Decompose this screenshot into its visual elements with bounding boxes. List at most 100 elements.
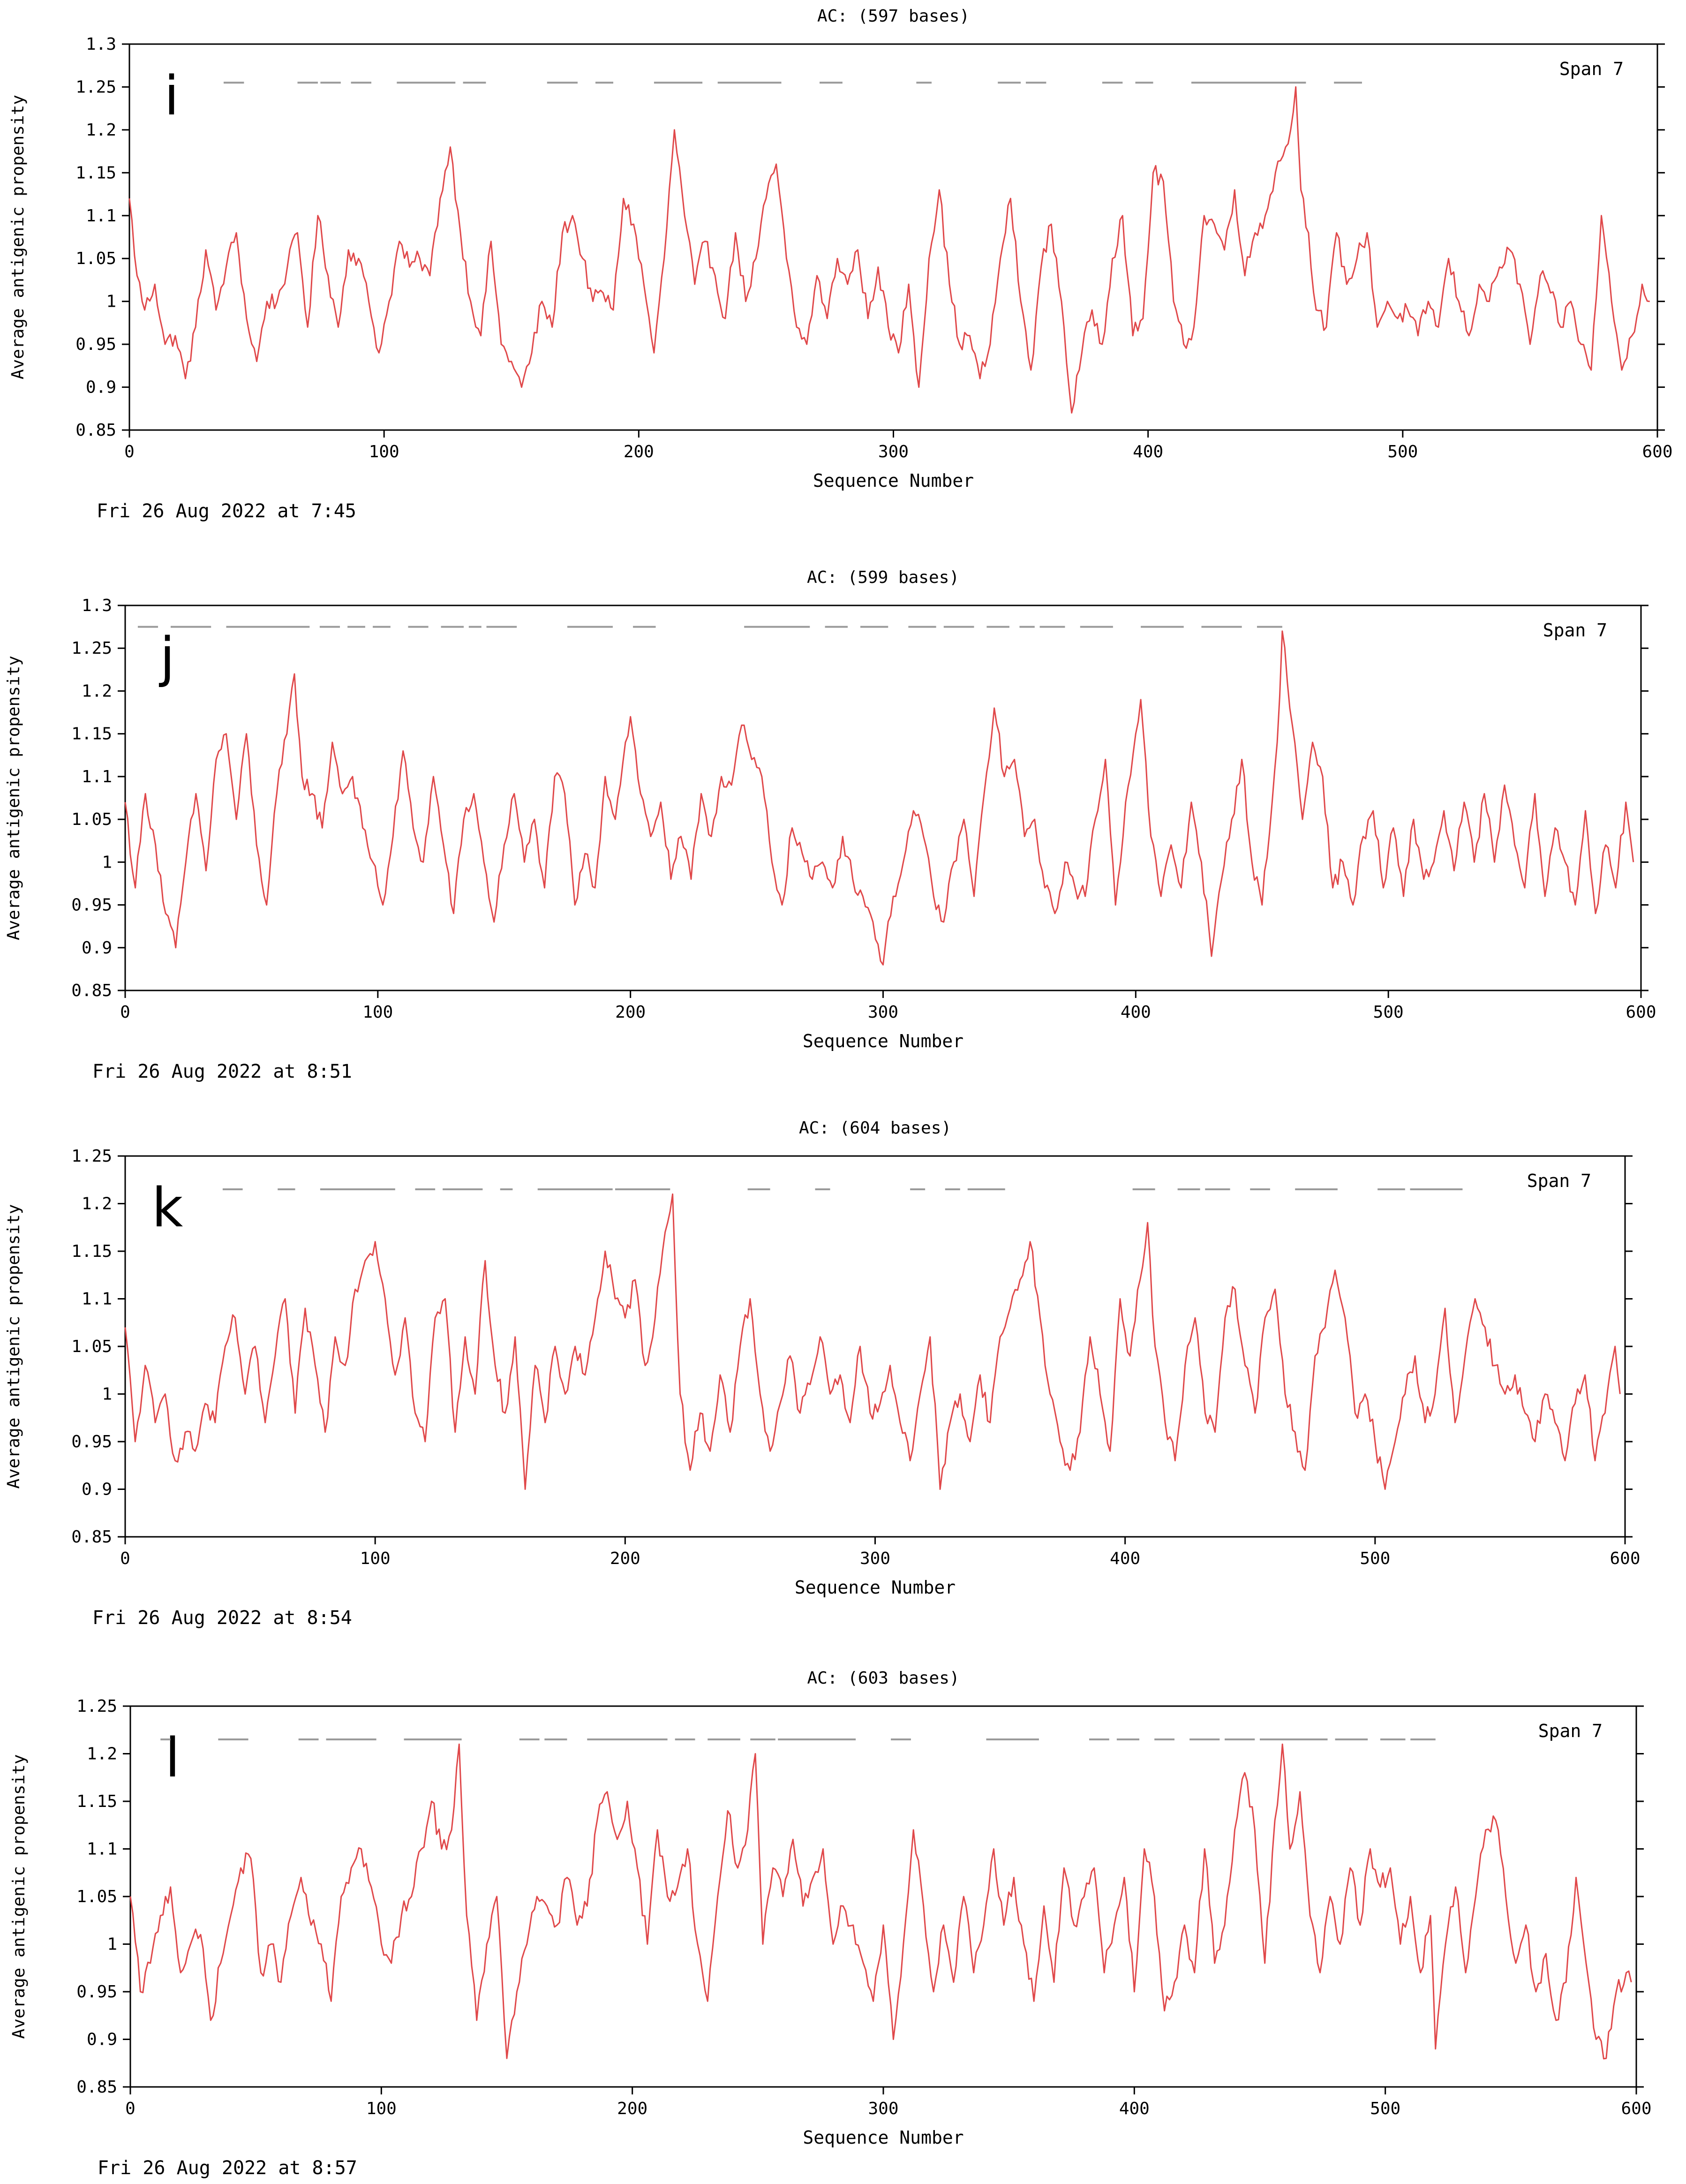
panel-label: i bbox=[164, 65, 179, 128]
y-tick-label: 1.2 bbox=[82, 1194, 112, 1214]
x-tick-label: 200 bbox=[617, 2099, 647, 2118]
x-tick-label: 0 bbox=[120, 1549, 130, 1568]
x-axis-label: Sequence Number bbox=[795, 1577, 956, 1598]
x-tick-label: 100 bbox=[366, 2099, 397, 2118]
y-tick-label: 0.85 bbox=[76, 2078, 117, 2097]
propensity-series-line bbox=[124, 630, 1634, 966]
chart-panel-i: AC: (597 bases) 0.85 0.9 0.95 1 1.05 1.1 1.15 1.… bbox=[8, 7, 1673, 522]
y-tick-label: 1.25 bbox=[76, 1697, 117, 1716]
y-tick-label: 0.95 bbox=[71, 1432, 112, 1451]
x-tick-label: 600 bbox=[1626, 1003, 1656, 1022]
y-tick-label: 1.2 bbox=[82, 681, 112, 701]
x-tick-label: 400 bbox=[1133, 442, 1163, 461]
chart-panel-k: AC: (604 bases) 0.85 0.9 0.95 1 1.05 1.1 1.15 1.… bbox=[4, 1118, 1641, 1629]
x-tick-label: 300 bbox=[878, 442, 909, 461]
y-tick-label: 0.9 bbox=[82, 938, 112, 958]
span-label: Span 7 bbox=[1538, 1721, 1603, 1741]
y-tick-label: 0.85 bbox=[71, 981, 112, 1000]
y-tick-label: 0.95 bbox=[71, 896, 112, 915]
y-tick-label: 1.25 bbox=[71, 639, 112, 658]
x-tick-label: 0 bbox=[124, 442, 135, 461]
date-stamp: Fri 26 Aug 2022 at 7:45 bbox=[97, 500, 356, 522]
x-tick-label: 600 bbox=[1642, 442, 1672, 461]
y-tick-label: 1.25 bbox=[75, 77, 116, 97]
x-tick-label: 500 bbox=[1387, 442, 1418, 461]
x-axis-label: Sequence Number bbox=[803, 2127, 963, 2148]
y-tick-label: 1 bbox=[102, 853, 112, 872]
chart-panel-l: AC: (603 bases) 0.85 0.9 0.95 1 1.05 1.1 1.15 1.… bbox=[9, 1669, 1652, 2179]
x-tick-label: 400 bbox=[1121, 1003, 1151, 1022]
y-tick-label: 1.15 bbox=[75, 163, 116, 182]
y-tick-label: 0.9 bbox=[87, 2030, 117, 2049]
x-tick-label: 100 bbox=[369, 442, 399, 461]
y-tick-label: 0.9 bbox=[82, 1480, 112, 1499]
panel-label: k bbox=[152, 1177, 183, 1239]
x-tick-label: 100 bbox=[360, 1549, 391, 1568]
x-tick-label: 400 bbox=[1110, 1549, 1140, 1568]
chart-title: AC: (597 bases) bbox=[817, 7, 970, 26]
y-tick-label: 1.15 bbox=[76, 1792, 117, 1811]
plot-frame bbox=[124, 1155, 1626, 1538]
x-axis-label: Sequence Number bbox=[813, 470, 974, 491]
y-axis-label: Average antigenic propensity bbox=[4, 656, 23, 940]
y-tick-label: 1 bbox=[106, 292, 116, 311]
chart-panel-j: AC: (599 bases) 0.85 0.9 0.95 1 1.05 1.1 1.15 1.… bbox=[4, 568, 1656, 1082]
y-tick-label: 1.15 bbox=[71, 1242, 112, 1261]
x-tick-label: 400 bbox=[1119, 2099, 1150, 2118]
y-tick-label: 1.2 bbox=[86, 121, 116, 140]
y-tick-label: 1 bbox=[102, 1385, 112, 1404]
y-tick-label: 1.25 bbox=[71, 1147, 112, 1166]
x-tick-label: 100 bbox=[362, 1003, 393, 1022]
chart-title: AC: (604 bases) bbox=[799, 1118, 951, 1138]
y-tick-label: 1.05 bbox=[71, 810, 112, 829]
y-tick-label: 0.85 bbox=[75, 421, 116, 440]
propensity-series-line bbox=[124, 1193, 1621, 1490]
date-stamp: Fri 26 Aug 2022 at 8:54 bbox=[92, 1607, 352, 1629]
y-tick-label: 1 bbox=[107, 1935, 117, 1954]
y-tick-label: 1.05 bbox=[76, 1887, 117, 1906]
y-tick-label: 1.1 bbox=[86, 206, 116, 226]
x-tick-label: 200 bbox=[610, 1549, 640, 1568]
chart-title: AC: (599 bases) bbox=[807, 568, 959, 587]
x-tick-label: 600 bbox=[1621, 2099, 1651, 2118]
y-tick-label: 1.15 bbox=[71, 725, 112, 744]
plot-frame bbox=[124, 605, 1642, 991]
x-tick-label: 300 bbox=[860, 1549, 890, 1568]
y-tick-label: 1.1 bbox=[87, 1840, 117, 1859]
y-tick-label: 1.1 bbox=[82, 1290, 112, 1309]
y-axis-label: Average antigenic propensity bbox=[4, 1204, 23, 1489]
y-tick-label: 1.3 bbox=[82, 596, 112, 615]
x-tick-label: 500 bbox=[1360, 1549, 1390, 1568]
y-axis-label: Average antigenic propensity bbox=[9, 1754, 29, 2039]
x-tick-label: 300 bbox=[868, 2099, 898, 2118]
y-tick-label: 1.3 bbox=[86, 35, 116, 54]
propensity-series-line bbox=[129, 1743, 1632, 2060]
span-label: Span 7 bbox=[1543, 620, 1607, 641]
span-label: Span 7 bbox=[1527, 1171, 1591, 1191]
y-tick-label: 1.1 bbox=[82, 767, 112, 786]
x-tick-label: 600 bbox=[1610, 1549, 1640, 1568]
x-tick-label: 200 bbox=[624, 442, 654, 461]
panel-label: j bbox=[158, 626, 175, 689]
plot-frame bbox=[128, 43, 1658, 431]
span-label: Span 7 bbox=[1559, 59, 1624, 79]
x-tick-label: 200 bbox=[615, 1003, 646, 1022]
date-stamp: Fri 26 Aug 2022 at 8:51 bbox=[92, 1061, 352, 1082]
y-tick-label: 0.85 bbox=[71, 1527, 112, 1547]
y-tick-label: 1.05 bbox=[75, 249, 116, 268]
y-tick-label: 0.95 bbox=[76, 1982, 117, 2002]
x-tick-label: 0 bbox=[125, 2099, 135, 2118]
x-tick-label: 500 bbox=[1373, 1003, 1404, 1022]
x-tick-label: 0 bbox=[120, 1003, 130, 1022]
y-tick-label: 0.9 bbox=[86, 378, 116, 397]
y-tick-label: 1.2 bbox=[87, 1745, 117, 1764]
x-tick-label: 300 bbox=[868, 1003, 898, 1022]
panel-label: l bbox=[165, 1727, 180, 1790]
y-axis-label: Average antigenic propensity bbox=[8, 95, 28, 379]
x-axis-label: Sequence Number bbox=[803, 1031, 963, 1051]
chart-title: AC: (603 bases) bbox=[807, 1669, 959, 1688]
date-stamp: Fri 26 Aug 2022 at 8:57 bbox=[98, 2157, 357, 2179]
y-tick-label: 0.95 bbox=[75, 335, 116, 354]
